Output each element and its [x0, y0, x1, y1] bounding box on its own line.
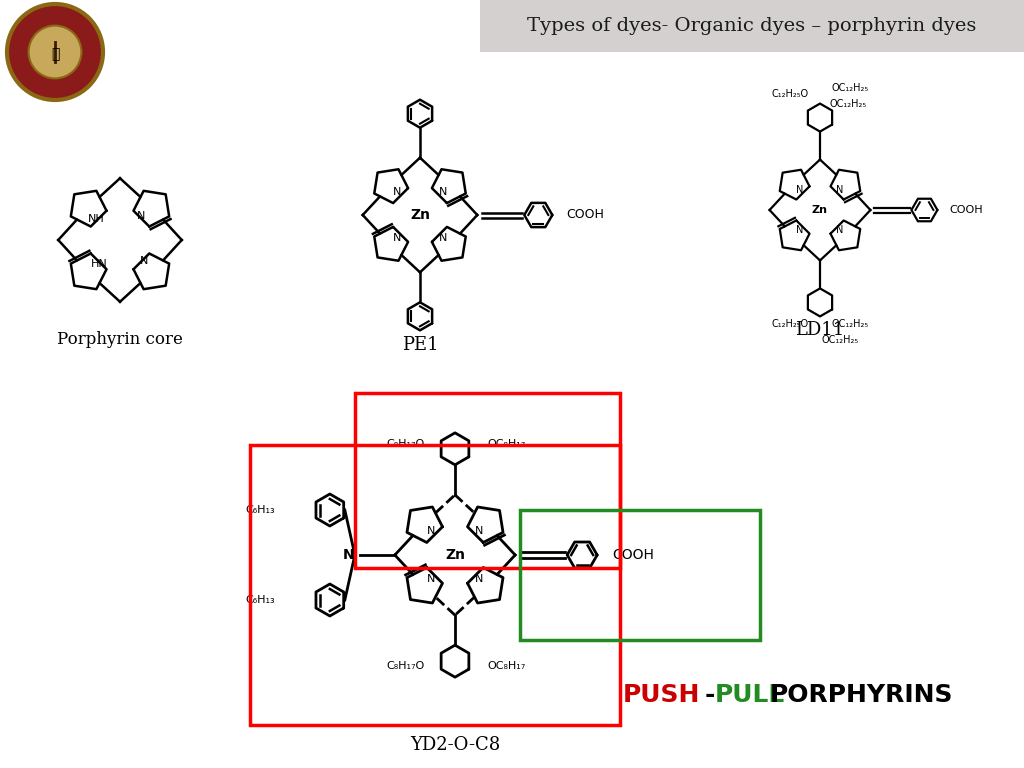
- Text: C₈H₁₇O: C₈H₁₇O: [387, 439, 425, 449]
- Text: N: N: [393, 187, 401, 197]
- Text: -: -: [705, 683, 716, 707]
- Text: PULL: PULL: [715, 683, 785, 707]
- Text: C₆H₁₃: C₆H₁₃: [245, 505, 274, 515]
- Text: Zn: Zn: [812, 205, 828, 215]
- Text: 🪔: 🪔: [51, 47, 59, 61]
- Text: C₁₂H₂₅O: C₁₂H₂₅O: [771, 88, 809, 98]
- Text: C₁₂H₂₅O: C₁₂H₂₅O: [771, 319, 809, 329]
- Text: OC₁₂H₂₅: OC₁₂H₂₅: [831, 83, 869, 93]
- Text: OC₈H₁₇: OC₈H₁₇: [487, 661, 525, 671]
- Text: PORPHYRINS: PORPHYRINS: [770, 683, 953, 707]
- Text: PUSH: PUSH: [623, 683, 700, 707]
- Text: N: N: [343, 548, 355, 562]
- Text: C₈H₁₇O: C₈H₁₇O: [387, 661, 425, 671]
- Circle shape: [29, 25, 81, 78]
- Text: N: N: [427, 526, 435, 536]
- Text: N: N: [393, 233, 401, 243]
- Text: OC₁₂H₂₅: OC₁₂H₂₅: [831, 319, 869, 329]
- Text: N: N: [837, 185, 844, 195]
- Text: OC₁₂H₂₅: OC₁₂H₂₅: [830, 98, 867, 108]
- Text: N: N: [140, 257, 148, 266]
- Text: N: N: [438, 187, 446, 197]
- Text: COOH: COOH: [566, 208, 604, 221]
- Text: NH: NH: [87, 214, 104, 223]
- Bar: [520, 510, 760, 640]
- Bar: [250, 445, 620, 725]
- Text: N: N: [797, 225, 804, 235]
- Bar: [355, 393, 620, 568]
- Text: COOH: COOH: [612, 548, 654, 562]
- Text: OC₁₂H₂₅: OC₁₂H₂₅: [822, 336, 859, 346]
- Text: Zn: Zn: [410, 208, 430, 222]
- Text: PE1: PE1: [401, 336, 438, 354]
- Text: COOH: COOH: [949, 205, 983, 215]
- Text: Zn: Zn: [445, 548, 465, 562]
- Text: N: N: [427, 574, 435, 584]
- Text: N: N: [797, 185, 804, 195]
- Text: N: N: [438, 233, 446, 243]
- Text: YD2-O-C8: YD2-O-C8: [410, 736, 500, 754]
- Bar: [480, 0, 1024, 52]
- Text: N: N: [474, 574, 483, 584]
- Circle shape: [7, 4, 103, 100]
- Text: OC₈H₁₇: OC₈H₁₇: [487, 439, 525, 449]
- Text: HN: HN: [90, 259, 108, 269]
- Text: N: N: [137, 211, 145, 221]
- Text: Porphyrin core: Porphyrin core: [57, 332, 183, 349]
- Text: N: N: [474, 526, 483, 536]
- Text: N: N: [837, 225, 844, 235]
- Text: C₆H₁₃: C₆H₁₃: [245, 595, 274, 605]
- Text: Types of dyes- Organic dyes – porphyrin dyes: Types of dyes- Organic dyes – porphyrin …: [527, 17, 977, 35]
- Text: LD11: LD11: [796, 321, 845, 339]
